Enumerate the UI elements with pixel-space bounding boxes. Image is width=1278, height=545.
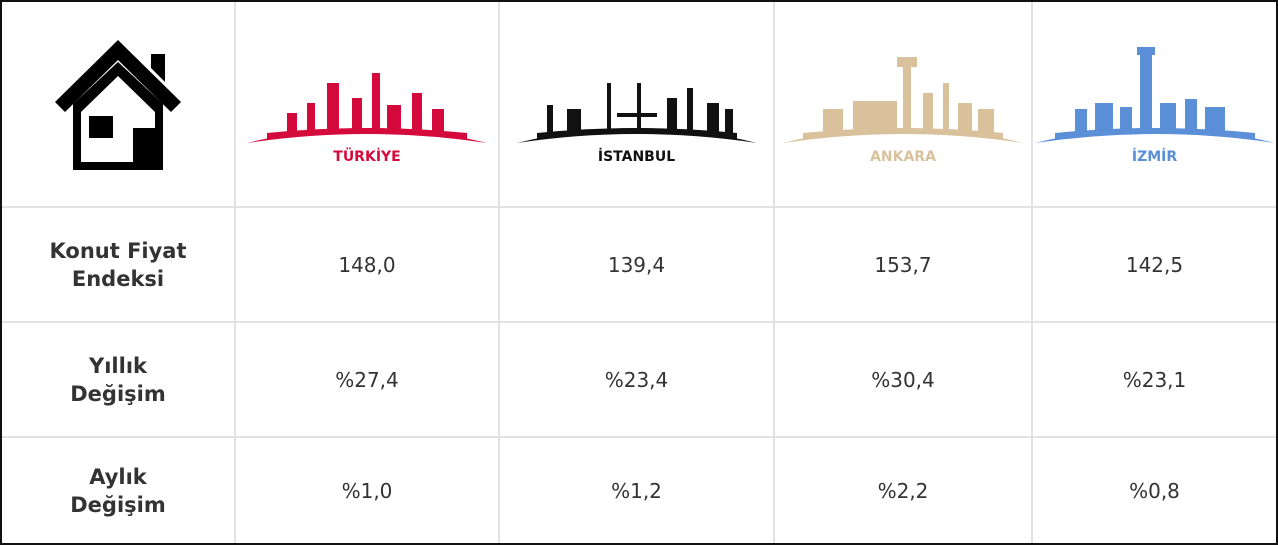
building	[412, 93, 422, 133]
building	[1137, 47, 1155, 55]
row-label-line: Değişim	[2, 491, 234, 519]
value-cell: 153,7	[774, 207, 1032, 322]
building	[687, 88, 693, 133]
building	[432, 109, 444, 133]
building	[307, 103, 315, 133]
building	[567, 109, 581, 133]
building	[352, 98, 362, 133]
building	[923, 93, 933, 133]
building	[1095, 103, 1113, 133]
building	[1075, 109, 1087, 133]
building	[707, 103, 719, 133]
building	[637, 83, 641, 133]
building	[958, 103, 972, 133]
building	[903, 63, 911, 133]
value-cell: %23,4	[499, 322, 774, 437]
page: TÜRKİYEİSTANBULANKARAİZMİR Konut FiyatEn…	[0, 0, 1278, 545]
building	[1185, 99, 1197, 133]
skyline	[247, 43, 487, 143]
value: %23,1	[1123, 368, 1187, 392]
building	[372, 73, 380, 133]
building	[327, 83, 339, 133]
city-cell: TÜRKİYE	[235, 2, 499, 207]
skyline	[783, 43, 1023, 143]
city-cell: İZMİR	[1032, 2, 1276, 207]
value-cell: 142,5	[1032, 207, 1276, 322]
building	[978, 109, 994, 133]
building	[1140, 51, 1152, 133]
building	[617, 113, 657, 117]
house-icon	[53, 32, 183, 172]
value-cell: %2,2	[774, 437, 1032, 543]
value: %1,0	[342, 479, 393, 503]
skyline	[1035, 43, 1275, 143]
value: 153,7	[874, 253, 931, 277]
value-cell: %27,4	[235, 322, 499, 437]
skyline	[517, 43, 757, 143]
building	[897, 57, 917, 67]
city-name: İZMİR	[1033, 149, 1276, 165]
value: %23,4	[605, 368, 669, 392]
value: 142,5	[1126, 253, 1183, 277]
value-cell: %30,4	[774, 322, 1032, 437]
icon-cell	[2, 2, 235, 207]
value: 148,0	[338, 253, 395, 277]
value: 139,4	[608, 253, 665, 277]
building	[1205, 107, 1225, 133]
value-cell: %1,2	[499, 437, 774, 543]
building	[667, 98, 677, 133]
city-name: İSTANBUL	[500, 149, 773, 165]
value-cell: 148,0	[235, 207, 499, 322]
row-label-line: Değişim	[2, 380, 234, 408]
value-cell: %1,0	[235, 437, 499, 543]
building	[607, 83, 611, 133]
value: %27,4	[335, 368, 399, 392]
city-name: TÜRKİYE	[236, 149, 498, 165]
value: %30,4	[871, 368, 935, 392]
city-cell: İSTANBUL	[499, 2, 774, 207]
row-label-line: Endeksi	[2, 265, 234, 293]
value: %1,2	[611, 479, 662, 503]
value-cell: %23,1	[1032, 322, 1276, 437]
city-name: ANKARA	[775, 149, 1031, 165]
row-label-line: Aylık	[2, 463, 234, 491]
city-cell: ANKARA	[774, 2, 1032, 207]
building	[823, 109, 843, 133]
building	[943, 83, 949, 133]
value-cell: 139,4	[499, 207, 774, 322]
index-table: TÜRKİYEİSTANBULANKARAİZMİR Konut FiyatEn…	[2, 2, 1276, 543]
value: %0,8	[1129, 479, 1180, 503]
row-label-line: Konut Fiyat	[2, 237, 234, 265]
row-label-line: Yıllık	[2, 352, 234, 380]
value-cell: %0,8	[1032, 437, 1276, 543]
value: %2,2	[878, 479, 929, 503]
building	[287, 113, 297, 133]
building	[725, 109, 733, 133]
building	[547, 105, 553, 133]
